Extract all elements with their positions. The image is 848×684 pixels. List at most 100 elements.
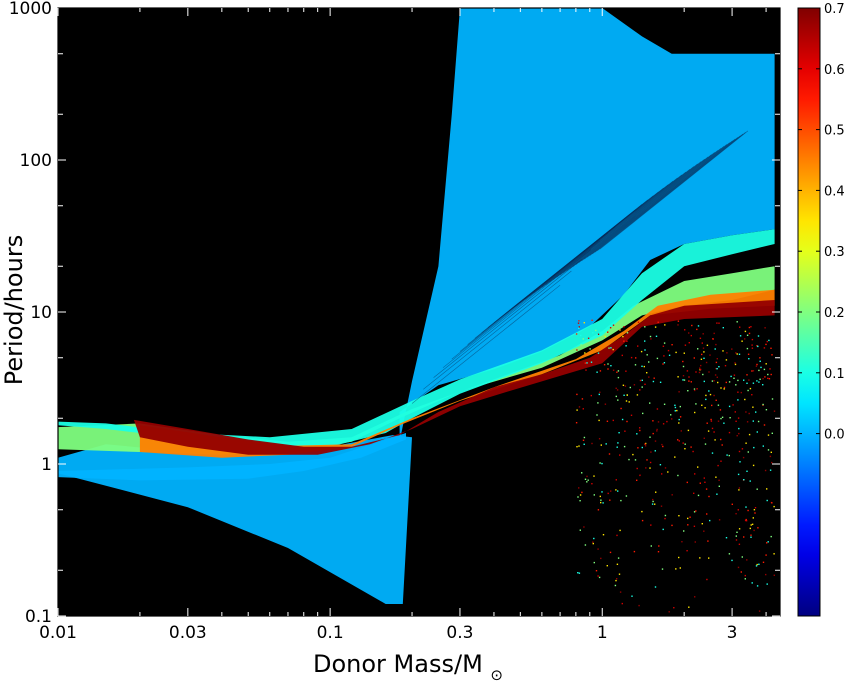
scatter-point	[708, 495, 710, 498]
scatter-point	[592, 541, 594, 543]
region-red-ridge	[133, 300, 775, 455]
scatter-point	[677, 324, 679, 326]
scatter-point	[696, 388, 698, 390]
scatter-point	[717, 381, 719, 384]
scatter-point	[586, 481, 588, 483]
scatter-point	[621, 354, 623, 357]
scatter-point	[771, 354, 773, 356]
axes: 0.01 0.03 0.1 0.3 1 3 0.1 1 10 100 1000	[9, 0, 781, 643]
scatter-point	[752, 370, 755, 372]
scatter-point	[602, 502, 604, 504]
scatter-point	[756, 431, 758, 433]
scatter-point	[741, 448, 744, 450]
scatter-point	[586, 475, 588, 478]
scatter-point	[637, 345, 639, 347]
scatter-point	[773, 574, 775, 576]
scatter-point	[762, 445, 764, 447]
scatter-point	[597, 509, 600, 511]
scatter-point	[748, 433, 751, 436]
scatter-point	[599, 495, 601, 498]
scatter-point	[751, 338, 754, 341]
scatter-point	[581, 491, 583, 494]
scatter-point	[703, 351, 705, 353]
scatter-point	[753, 509, 756, 511]
plot-area	[58, 8, 780, 616]
scatter-point	[759, 360, 761, 362]
scatter-point	[623, 445, 626, 448]
region-blue-left-track	[58, 433, 406, 481]
scatter-point	[636, 479, 638, 481]
scatter-point	[738, 528, 741, 530]
scatter-point	[599, 462, 601, 464]
scatter-point	[716, 358, 718, 360]
scatter-point	[590, 394, 592, 397]
scatter-point	[770, 373, 772, 376]
scatter-point	[701, 342, 703, 344]
scatter-point	[688, 380, 690, 382]
colorbar-tick-label: 0.4	[824, 184, 845, 199]
scatter-point	[758, 369, 760, 372]
scatter-point	[684, 448, 686, 450]
scatter-point	[746, 347, 749, 350]
track-streak	[599, 130, 749, 250]
scatter-point	[615, 579, 617, 582]
scatter-point	[654, 503, 656, 505]
scatter-point	[587, 479, 589, 481]
scatter-point	[674, 410, 676, 412]
track-streak	[433, 259, 582, 378]
scatter-point	[607, 331, 609, 333]
scatter-point	[694, 389, 696, 392]
scatter-point	[644, 340, 646, 342]
scatter-point	[736, 435, 738, 437]
scatter-point	[619, 529, 621, 532]
scatter-point	[586, 362, 588, 364]
scatter-point	[642, 412, 644, 415]
scatter-point	[680, 430, 682, 432]
scatter-point	[704, 443, 707, 445]
scatter-point	[646, 354, 648, 356]
scatter-point	[622, 384, 625, 386]
scatter-point	[678, 515, 680, 517]
scatter-point	[661, 443, 663, 446]
scatter-point	[709, 519, 711, 522]
scatter-point	[625, 400, 628, 402]
y-tick-label: 1	[41, 455, 52, 475]
scatter-point	[612, 348, 614, 351]
scatter-point	[587, 337, 590, 339]
scatter-point	[632, 453, 634, 456]
scatter-point	[668, 611, 670, 613]
scatter-point	[736, 531, 738, 533]
scatter-point	[741, 340, 743, 342]
scatter-point	[708, 371, 710, 373]
scatter-point	[671, 344, 673, 346]
colorbar-tick-label: 0.6	[824, 63, 845, 78]
scatter-point	[639, 379, 642, 382]
scatter-point	[610, 347, 612, 349]
scatter-point	[654, 586, 657, 588]
scatter-point	[656, 357, 659, 360]
scatter-point	[580, 344, 582, 346]
scatter-point	[764, 327, 766, 329]
scatter-point	[578, 445, 580, 447]
scatter-point	[751, 523, 754, 525]
scatter-point	[756, 563, 758, 566]
scatter-point	[700, 364, 702, 367]
scatter-point	[662, 363, 664, 365]
scatter-point	[655, 335, 658, 337]
scatter-point	[684, 443, 686, 445]
scatter-point	[623, 326, 625, 328]
scatter-point	[646, 459, 648, 461]
scatter-point	[731, 348, 733, 350]
scatter-point	[708, 557, 710, 559]
scatter-point	[624, 385, 627, 387]
scatter-point	[715, 343, 717, 346]
scatter-point	[608, 347, 610, 349]
scatter-point	[664, 467, 667, 469]
scatter-point	[663, 342, 666, 344]
scatter-point	[743, 536, 745, 538]
scatter-point	[723, 386, 726, 389]
scatter-point	[621, 418, 624, 421]
scatter-point	[661, 568, 664, 570]
scatter-point	[630, 414, 633, 416]
